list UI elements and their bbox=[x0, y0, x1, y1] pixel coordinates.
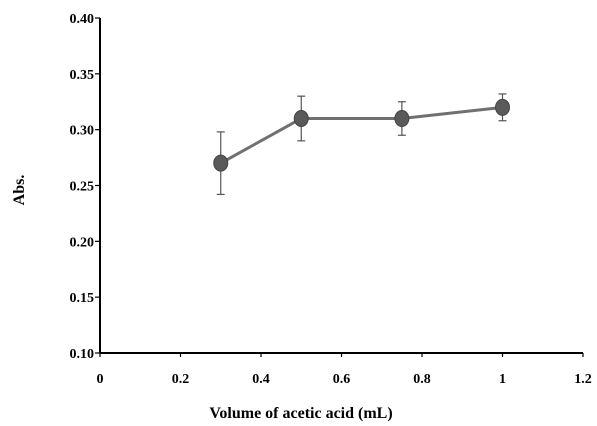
plot-area bbox=[213, 93, 510, 196]
x-tick-label: 0.2 bbox=[172, 372, 190, 387]
y-tick-label: 0.10 bbox=[70, 347, 95, 362]
x-ticks: 0 0.2 0.4 0.6 0.8 1 1.2 bbox=[97, 353, 592, 387]
y-tick-label: 0.20 bbox=[70, 235, 95, 250]
series-line bbox=[220, 105, 503, 165]
data-point bbox=[293, 110, 309, 127]
x-tick-label: 0 bbox=[97, 372, 104, 387]
y-tick-label: 0.15 bbox=[70, 291, 95, 306]
x-tick-label: 0.4 bbox=[252, 372, 270, 387]
y-tick-label: 0.25 bbox=[70, 180, 95, 195]
y-tick-label: 0.35 bbox=[70, 68, 95, 83]
y-tick-label: 0.30 bbox=[70, 124, 95, 139]
data-point bbox=[495, 98, 510, 116]
data-point bbox=[394, 110, 410, 127]
y-tick-label: 0.40 bbox=[70, 12, 95, 27]
data-point bbox=[213, 154, 229, 172]
x-tick-label: 1 bbox=[499, 372, 506, 387]
x-tick-label: 1.2 bbox=[574, 372, 592, 387]
x-axis-title: Volume of acetic acid (mL) bbox=[209, 405, 392, 422]
x-tick-label: 0.8 bbox=[413, 372, 431, 387]
y-axis-title: Abs. bbox=[11, 175, 28, 206]
y-ticks: 0.10 0.15 0.20 0.25 0.30 0.35 0.40 bbox=[70, 12, 100, 362]
x-tick-label: 0.6 bbox=[333, 372, 351, 387]
